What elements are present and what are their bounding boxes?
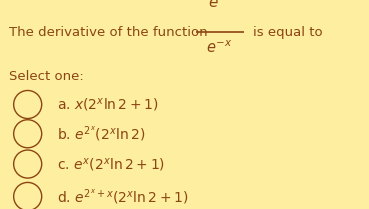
Text: d. $e^{2^x+x}(2^x \ln 2 + 1)$: d. $e^{2^x+x}(2^x \ln 2 + 1)$ [57,187,189,206]
Text: b. $e^{2^x}(2^x \ln 2)$: b. $e^{2^x}(2^x \ln 2)$ [57,124,145,143]
Text: a. $x(2^x \ln 2 + 1)$: a. $x(2^x \ln 2 + 1)$ [57,96,159,113]
Text: $e^{-x}$: $e^{-x}$ [206,40,233,56]
Text: c. $e^x(2^x \ln 2 + 1)$: c. $e^x(2^x \ln 2 + 1)$ [57,155,165,173]
Text: is equal to: is equal to [253,26,323,39]
Text: $e^{2^x}$: $e^{2^x}$ [208,0,231,11]
Text: Select one:: Select one: [9,70,84,83]
Text: The derivative of the function: The derivative of the function [9,26,208,39]
